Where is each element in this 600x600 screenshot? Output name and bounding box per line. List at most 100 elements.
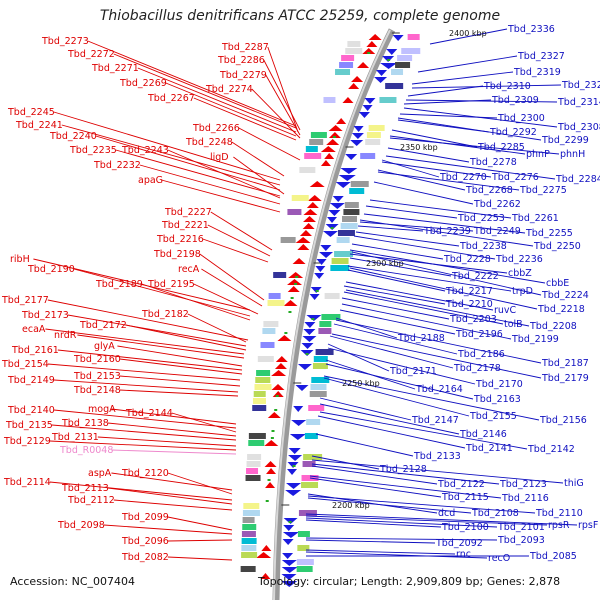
- feature-block-left: [256, 370, 271, 376]
- feature-block-left: [240, 566, 256, 572]
- feature-block-left: [345, 48, 363, 54]
- leader-line: [311, 455, 380, 470]
- leader-line: [113, 53, 297, 129]
- leader-line: [305, 549, 456, 555]
- reverse-gene-arrow: [314, 273, 325, 279]
- gene-label-right: Tbd_2163: [473, 394, 521, 405]
- feature-block-left: [299, 167, 316, 173]
- feature-block-right: [343, 209, 360, 215]
- forward-gene-arrow: [277, 335, 292, 341]
- gene-label-right: Tbd_2255: [525, 228, 573, 239]
- leader-line: [233, 156, 285, 195]
- leader-line: [49, 481, 233, 501]
- gene-label-right: Tbd_2085: [529, 551, 577, 562]
- leader-line: [359, 221, 474, 232]
- feature-block-left: [335, 69, 351, 75]
- gene-label-right: Tbd_2249: [473, 226, 521, 237]
- forward-gene-arrow: [306, 202, 319, 208]
- forward-gene-arrow: [272, 391, 284, 397]
- leader-line: [343, 291, 504, 325]
- leader-line: [411, 71, 514, 85]
- leader-line: [377, 169, 466, 191]
- feature-block-right: [330, 265, 350, 271]
- green-marker: [294, 283, 297, 285]
- gene-label-left: Tbd_2129: [3, 436, 51, 447]
- feature-block-left: [242, 510, 260, 516]
- gene-label-right: Tbd_2147: [411, 415, 459, 426]
- feature-block-right: [349, 188, 365, 194]
- feature-block-right: [379, 97, 397, 103]
- leader-line: [345, 281, 494, 311]
- green-marker: [295, 276, 299, 278]
- feature-block-left: [255, 377, 271, 383]
- gene-label-right: Tbd_2171: [389, 366, 437, 377]
- gene-label-right: Tbd_2320: [561, 80, 600, 91]
- gene-label-left: Tbd_2148: [73, 385, 121, 396]
- leader-line: [307, 495, 536, 514]
- feature-block-right: [315, 349, 334, 355]
- gene-label-right: Tbd_2222: [451, 271, 499, 282]
- forward-gene-arrow: [288, 272, 304, 278]
- leader-line: [117, 345, 243, 367]
- leader-line: [61, 124, 281, 186]
- reverse-gene-arrow: [286, 483, 302, 489]
- leader-line: [207, 224, 271, 257]
- gene-label-left: Tbd_2112: [67, 495, 115, 506]
- leader-line: [305, 513, 578, 526]
- gene-label-left: ribH: [10, 254, 30, 265]
- feature-block-left: [280, 237, 296, 243]
- gene-label-right: Tbd_2110: [535, 508, 583, 519]
- gene-label-right: tolB: [504, 319, 523, 330]
- gene-label-left: Tbd_2243: [121, 145, 169, 156]
- gene-label-right: Tbd_2179: [541, 373, 589, 384]
- feature-block-right: [304, 433, 318, 439]
- leader-line: [77, 334, 245, 359]
- leader-line: [103, 524, 233, 535]
- forward-gene-arrow: [302, 223, 315, 229]
- leader-line: [111, 449, 237, 455]
- leader-line: [363, 213, 526, 234]
- reverse-gene-arrow: [287, 469, 298, 475]
- gene-label-right: Tbd_2253: [457, 213, 505, 224]
- gene-label-right: Tbd_2100: [441, 522, 489, 533]
- reverse-gene-arrow: [345, 154, 358, 160]
- feature-block-right: [336, 237, 350, 243]
- gene-label-left: Tbd_2182: [141, 309, 189, 320]
- leader-line: [319, 403, 460, 435]
- gene-label-left: Tbd_2195: [147, 279, 195, 290]
- leader-line: [381, 159, 440, 178]
- reverse-gene-arrow: [301, 343, 314, 349]
- reverse-gene-arrow: [364, 98, 376, 104]
- green-marker: [311, 318, 315, 320]
- reverse-gene-arrow: [350, 140, 364, 146]
- reverse-gene-arrow: [303, 329, 316, 335]
- green-marker: [315, 290, 319, 292]
- leader-line: [305, 517, 498, 528]
- gene-label-right: Tbd_2217: [445, 286, 493, 297]
- feature-block-right: [331, 258, 349, 264]
- leader-line: [311, 459, 564, 484]
- green-marker: [292, 465, 296, 467]
- leader-line: [349, 249, 546, 284]
- gene-label-right: Tbd_2285: [477, 142, 525, 153]
- reverse-gene-arrow: [281, 574, 297, 580]
- leader-line: [341, 303, 512, 340]
- feature-block-right: [350, 181, 369, 187]
- feature-block-right: [313, 356, 328, 362]
- reverse-gene-arrow: [281, 581, 298, 587]
- forward-gene-arrow: [260, 573, 271, 579]
- leader-line: [305, 551, 488, 559]
- green-marker: [270, 437, 274, 439]
- reverse-gene-arrow: [332, 196, 344, 202]
- leader-line: [365, 205, 458, 219]
- feature-block-left: [347, 41, 361, 47]
- reverse-gene-arrow: [304, 322, 316, 328]
- leader-line: [193, 283, 259, 315]
- reverse-gene-arrow: [309, 294, 320, 300]
- leader-line: [357, 225, 424, 232]
- gene-label-left: Tbd_2272: [67, 49, 115, 60]
- feature-block-right: [296, 566, 313, 572]
- leader-line: [323, 377, 470, 417]
- leader-line: [327, 347, 476, 385]
